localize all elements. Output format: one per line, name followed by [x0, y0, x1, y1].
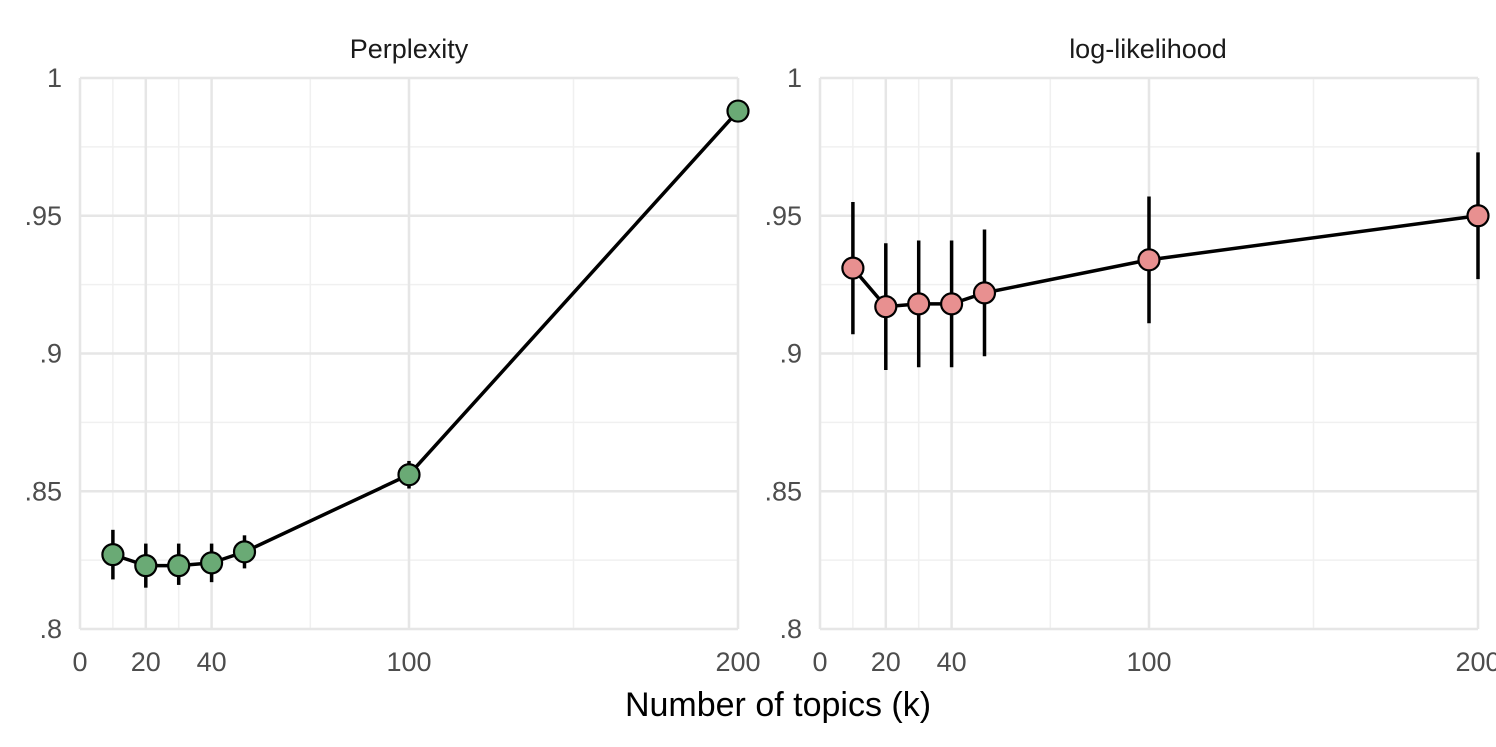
y-tick-label: .8 — [39, 614, 62, 644]
data-point — [972, 281, 997, 305]
data-point — [907, 292, 931, 316]
x-tick-label: 100 — [386, 647, 431, 677]
x-tick-label: 40 — [197, 647, 227, 677]
data-point — [397, 463, 421, 487]
x-tick-label: 40 — [937, 647, 967, 677]
y-tick-label: .95 — [24, 201, 62, 231]
x-tick-label: 0 — [72, 647, 87, 677]
x-tick-label: 20 — [131, 647, 161, 677]
y-tick-label: .9 — [39, 339, 62, 369]
y-tick-label: .85 — [24, 476, 62, 506]
series-line — [112, 109, 740, 568]
y-tick-label: .9 — [779, 339, 802, 369]
y-tick-label: .8 — [779, 614, 802, 644]
panel-2: log-likelihood .8 .85 .9 .95 1 0 20 40 100 200 — [764, 34, 1496, 677]
x-axis-title: Number of topics (k) — [625, 686, 931, 724]
x-tick-label: 200 — [1455, 647, 1496, 677]
x-tick-label: 0 — [812, 647, 827, 677]
series-line — [851, 214, 1479, 309]
data-point — [101, 543, 125, 567]
data-point — [200, 551, 224, 575]
x-tick-label: 20 — [871, 647, 901, 677]
x-tick-label: 200 — [715, 647, 760, 677]
y-tick-label: .85 — [764, 476, 802, 506]
panel-title: Perplexity — [350, 34, 469, 64]
y-tick-label: .95 — [764, 201, 802, 231]
panel-1: Perplexity .8 .85 .9 .95 1 0 20 40 100 200 — [24, 34, 760, 677]
data-point — [167, 554, 191, 578]
data-point — [1137, 248, 1161, 272]
data-point — [1466, 204, 1490, 228]
data-point — [232, 540, 257, 564]
y-tick-label: 1 — [787, 63, 802, 93]
x-tick-label: 100 — [1126, 647, 1171, 677]
data-point — [874, 295, 898, 319]
data-point — [841, 256, 865, 280]
panel-title: log-likelihood — [1069, 34, 1227, 64]
data-point — [134, 554, 158, 578]
data-point — [726, 99, 750, 123]
y-tick-label: 1 — [47, 63, 62, 93]
data-point — [939, 292, 964, 316]
